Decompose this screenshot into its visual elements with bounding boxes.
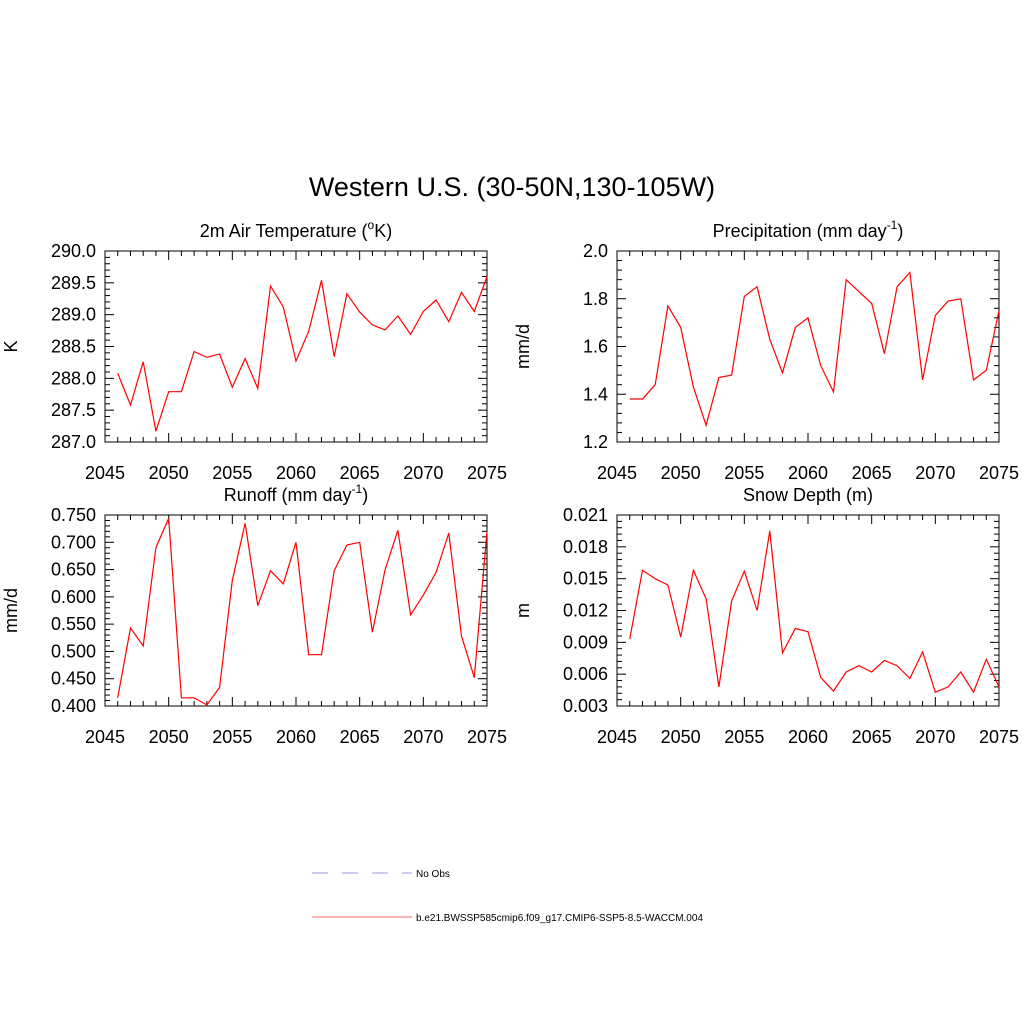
snow-depth-ytick-label: 0.015 [563,569,608,589]
snow-depth-ytick-label: 0.006 [563,664,608,684]
precipitation-xtick-label: 2045 [597,463,637,483]
runoff-ytick-label: 0.600 [51,587,96,607]
air-temperature-xtick-label: 2060 [276,463,316,483]
precipitation-xtick-label: 2075 [979,463,1019,483]
snow-depth-xtick-label: 2075 [979,727,1019,747]
runoff-xtick-label: 2060 [276,727,316,747]
air-temperature-ytick-label: 288.0 [51,368,96,388]
snow-depth-title-main: Snow Depth (m) [743,485,873,505]
precipitation-series-line [629,271,1000,428]
snow-depth-title: Snow Depth (m) [743,485,873,505]
runoff-ytick-label: 0.450 [51,669,96,689]
air-temperature-title: 2m Air Temperature (oK) [200,218,392,241]
snow-depth-xtick-label: 2050 [661,727,701,747]
precipitation-ytick-label: 1.2 [583,432,608,452]
figure-title: Western U.S. (30-50N,130-105W) [309,172,715,202]
runoff-ytick-label: 0.650 [51,560,96,580]
snow-depth-ytick-label: 0.018 [563,537,608,557]
precipitation-xtick-label: 2060 [788,463,828,483]
runoff-xtick-label: 2065 [340,727,380,747]
runoff-title: Runoff (mm day-1) [224,482,368,505]
runoff-xtick-label: 2050 [149,727,189,747]
snow-depth-xtick-label: 2045 [597,727,637,747]
runoff-xtick-label: 2055 [212,727,252,747]
air-temperature-xtick-label: 2050 [149,463,189,483]
air-temperature-ytick-label: 289.5 [51,273,96,293]
snow-depth-ylabel: m [513,603,533,618]
runoff-ytick-label: 0.700 [51,532,96,552]
precipitation-ytick-label: 2.0 [583,241,608,261]
air-temperature-ytick-label: 288.5 [51,337,96,357]
snow-depth-panel: 0.003 0.006 0.009 0.012 0.015 0.018 0.021 2045 2… [513,485,1019,747]
runoff-title-sup: -1 [352,482,363,496]
air-temperature-xtick-label: 2045 [85,463,125,483]
precipitation-ytick-label: 1.6 [583,337,608,357]
snow-depth-ytick-label: 0.021 [563,505,608,525]
legend: No Obs b.e21.BWSSP585cmip6.f09_g17.CMIP6-… [312,869,703,924]
precipitation-xtick-label: 2055 [724,463,764,483]
precipitation-title-main: Precipitation (mm day [713,221,887,241]
runoff-xtick-label: 2070 [403,727,443,747]
precipitation-frame [616,250,1000,443]
air-temperature-ytick-label: 289.0 [51,305,96,325]
runoff-title-end: ) [362,485,368,505]
precipitation-title-end: ) [897,221,903,241]
snow-depth-xtick-label: 2060 [788,727,828,747]
runoff-panel: 0.400 0.450 0.500 0.550 0.600 0.650 0.700 0.750… [1,482,507,747]
runoff-title-main: Runoff (mm day [224,485,352,505]
snow-depth-ytick-label: 0.003 [563,696,608,716]
runoff-ytick-label: 0.750 [51,505,96,525]
precipitation-title-sup: -1 [887,218,898,232]
runoff-ytick-label: 0.550 [51,614,96,634]
snow-depth-xtick-label: 2070 [915,727,955,747]
snow-depth-ytick-label: 0.012 [563,601,608,621]
legend-label-1: b.e21.BWSSP585cmip6.f09_g17.CMIP6-SSP5-8… [416,913,703,924]
runoff-ytick-label: 0.400 [51,696,96,716]
runoff-ytick-label: 0.500 [51,641,96,661]
snow-depth-xtick-label: 2055 [724,727,764,747]
panels: 287.0 287.5 288.0 288.5 289.0 289.5 290.0 2045 2… [1,218,1019,747]
air-temperature-ytick-label: 287.5 [51,400,96,420]
air-temperature-ytick-label: 290.0 [51,241,96,261]
air-temperature-title-end: K) [374,221,392,241]
precipitation-xtick-label: 2050 [661,463,701,483]
runoff-series-line [117,518,488,706]
precipitation-ylabel: mm/d [513,324,533,369]
air-temperature-ylabel: K [1,340,21,352]
air-temperature-xtick-label: 2055 [212,463,252,483]
air-temperature-xtick-label: 2075 [467,463,507,483]
snow-depth-series-line [629,530,1000,694]
precipitation-xtick-label: 2065 [852,463,892,483]
air-temperature-title-sup: o [368,218,375,232]
runoff-xtick-label: 2075 [467,727,507,747]
precipitation-xtick-label: 2070 [915,463,955,483]
air-temperature-ytick-label: 287.0 [51,432,96,452]
air-temperature-panel: 287.0 287.5 288.0 288.5 289.0 289.5 290.0 2045 2… [1,218,507,483]
precipitation-panel: 1.2 1.4 1.6 1.8 2.0 2045 2050 2055 2060 2065 2070 2… [513,218,1019,483]
air-temperature-xtick-label: 2070 [403,463,443,483]
precipitation-title: Precipitation (mm day-1) [713,218,904,241]
air-temperature-xtick-label: 2065 [340,463,380,483]
runoff-ylabel: mm/d [1,588,21,633]
air-temperature-title-main: 2m Air Temperature ( [200,221,368,241]
snow-depth-xtick-label: 2065 [852,727,892,747]
runoff-xtick-label: 2045 [85,727,125,747]
precipitation-ytick-label: 1.4 [583,384,608,404]
precipitation-ytick-label: 1.8 [583,289,608,309]
air-temperature-series-line [117,276,488,432]
legend-label-0: No Obs [416,869,450,880]
snow-depth-ytick-label: 0.009 [563,632,608,652]
